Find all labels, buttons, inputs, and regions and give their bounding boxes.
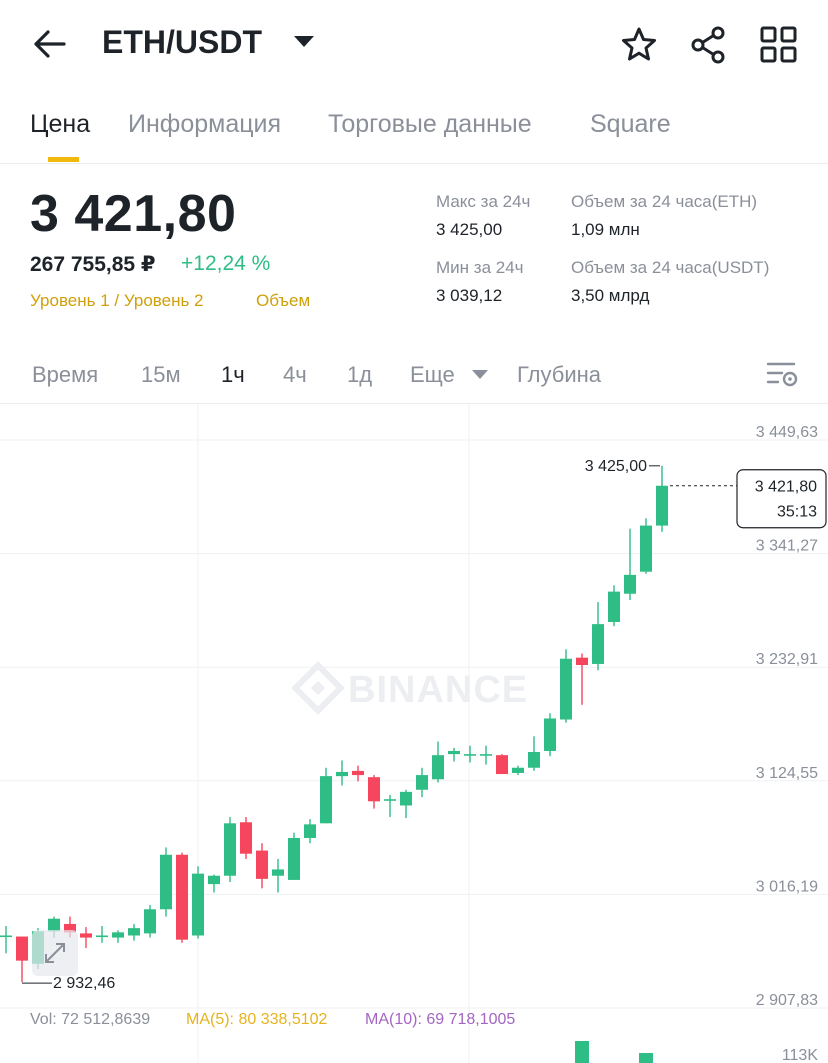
y-axis-label: 3 449,63 (756, 424, 818, 441)
y-axis-label: 3 341,27 (756, 538, 818, 555)
timeframes-divider (0, 403, 828, 404)
tf-4h[interactable]: 4ч (283, 362, 307, 387)
tf-more[interactable]: Еще (410, 362, 455, 387)
candle-body (176, 854, 188, 940)
grid-icon[interactable] (758, 24, 800, 66)
tf-time[interactable]: Время (32, 362, 99, 387)
candle-body (592, 624, 604, 664)
candle-body (640, 525, 652, 572)
candle-body (544, 718, 556, 751)
candle-body (496, 755, 508, 775)
tf-1d[interactable]: 1д (347, 362, 373, 387)
candle-body (16, 936, 28, 961)
candle-body (240, 822, 252, 854)
caret-down-icon[interactable] (294, 36, 314, 47)
tab-price[interactable]: Цена (30, 110, 91, 138)
candle-body (80, 933, 92, 938)
candle-body (464, 754, 476, 756)
candle-body (608, 591, 620, 623)
y-axis-label: 3 124,55 (756, 765, 818, 782)
candle-body (272, 869, 284, 876)
tf-1h[interactable]: 1ч (221, 362, 245, 387)
star-icon[interactable] (618, 24, 660, 66)
price-rub: 267 755,85 ₽ (30, 253, 156, 276)
candle-body (448, 750, 460, 755)
y-axis-label: 2 907,83 (756, 992, 818, 1009)
vol-label: Vol: 72 512,8639 (30, 1011, 151, 1028)
volume-bar (575, 1041, 589, 1063)
candle-body (144, 909, 156, 934)
binance-logo-icon (291, 661, 345, 715)
candle-body (160, 854, 172, 910)
share-icon[interactable] (688, 24, 730, 66)
low-marker-label: 2 932,46 (53, 975, 115, 992)
pair-title[interactable]: ETH/USDT (102, 24, 262, 60)
candle-body (432, 755, 444, 780)
low-24h-label: Мин за 24ч (436, 258, 524, 277)
candle-body (656, 485, 668, 526)
ma10-label: MA(10): 69 718,1005 (365, 1011, 516, 1028)
volume-axis-label: 113K (782, 1047, 819, 1063)
tabs-divider (0, 163, 828, 164)
candle-body (208, 875, 220, 885)
candle-body (368, 777, 380, 802)
levels-link[interactable]: Уровень 1 / Уровень 2 (30, 291, 204, 310)
ma5-label: MA(5): 80 338,5102 (186, 1011, 328, 1028)
candlestick-chart[interactable]: BINANCE 3 449,63 3 341,27 3 232,91 3 124,55… (0, 404, 828, 1063)
candle-body (624, 574, 636, 594)
active-tab-indicator (48, 157, 79, 162)
candle-body (64, 923, 76, 933)
candle-body (304, 824, 316, 838)
more-caret-icon[interactable] (472, 370, 488, 379)
vol-eth-label: Объем за 24 часа(ETH) (571, 192, 758, 211)
expand-icon[interactable] (32, 930, 78, 976)
y-axis-label: 3 232,91 (756, 651, 818, 668)
candle-body (400, 791, 412, 806)
last-price-label: 3 421,80 (755, 479, 817, 496)
last-price-box (736, 469, 827, 529)
y-axis-label: 3 016,19 (756, 878, 818, 895)
tab-info[interactable]: Информация (128, 110, 282, 138)
candle-body (528, 752, 540, 768)
candle-body (224, 823, 236, 876)
last-price: 3 421,80 (30, 185, 237, 243)
volume-link[interactable]: Объем (256, 291, 311, 310)
low-24h-value: 3 039,12 (436, 286, 503, 305)
high-24h-label: Макс за 24ч (436, 192, 531, 211)
candle-body (576, 657, 588, 666)
price-change: +12,24 % (181, 252, 271, 275)
candle-body (256, 850, 268, 879)
tf-15m[interactable]: 15м (141, 362, 181, 387)
candle-body (512, 767, 524, 773)
watermark: BINANCE (348, 669, 528, 711)
high-24h-value: 3 425,00 (436, 220, 503, 239)
candle-body (320, 776, 332, 824)
candle-body (96, 935, 108, 938)
vol-usdt-label: Объем за 24 часа(USDT) (571, 258, 770, 277)
tab-square[interactable]: Square (590, 110, 671, 138)
candle-body (128, 928, 140, 936)
candle-body (352, 770, 364, 776)
chart-settings-icon[interactable] (764, 358, 800, 390)
candle-body (416, 775, 428, 790)
high-marker-label: 3 425,00 (585, 458, 647, 475)
candle-body (0, 935, 12, 938)
tf-depth[interactable]: Глубина (517, 362, 602, 387)
countdown-label: 35:13 (777, 504, 817, 521)
candle-body (336, 771, 348, 777)
candle-body (560, 658, 572, 720)
candle-body (480, 754, 492, 756)
candle-body (112, 932, 124, 938)
volume-bar (639, 1053, 653, 1063)
candle-body (384, 799, 396, 801)
tab-trading-data[interactable]: Торговые данные (328, 110, 532, 138)
candle-body (48, 918, 60, 932)
candle-body (288, 837, 300, 880)
vol-usdt-value: 3,50 млрд (571, 286, 650, 305)
vol-eth-value: 1,09 млн (571, 220, 640, 239)
candle-body (192, 873, 204, 936)
back-arrow-icon[interactable] (30, 26, 70, 62)
